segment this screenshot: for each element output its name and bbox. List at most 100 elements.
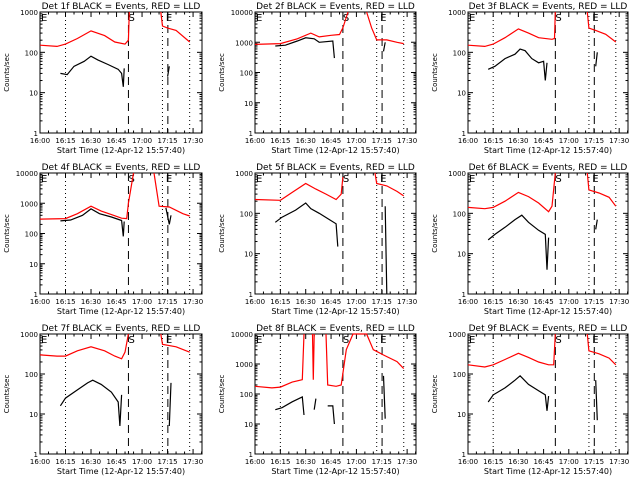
- x-tick-label: 16:15: [55, 137, 75, 145]
- series-lld: [254, 172, 405, 201]
- x-tick-label: 17:30: [397, 137, 417, 145]
- y-tick-label: 10000: [231, 9, 253, 17]
- marker-label-e: E: [380, 335, 386, 346]
- panel-det-1: Det 1f BLACK = Events, RED = LLD Counts/s…: [3, 2, 203, 155]
- x-axis-label: Start Time (12-Apr-12 15:57:40): [57, 307, 185, 316]
- y-tick-label: 10: [29, 411, 38, 419]
- y-tick-label: 1000: [20, 331, 38, 339]
- series-lld: [467, 11, 617, 48]
- x-axis-label: Start Time (12-Apr-12 15:57:40): [484, 467, 612, 476]
- marker-label-s: S: [555, 13, 561, 24]
- y-axis-label: Counts/sec: [3, 53, 11, 92]
- marker-label-e: E: [166, 174, 172, 185]
- panel-det-2: Det 2f BLACK = Events, RED = LLD Counts/s…: [218, 2, 417, 155]
- x-tick-label: 17:00: [132, 298, 152, 306]
- marker-label-e: E: [592, 13, 598, 24]
- x-tick-label: 16:00: [458, 458, 478, 466]
- marker-label-e: E: [469, 174, 475, 185]
- y-tick-label: 1000: [20, 200, 38, 208]
- x-tick-label: 16:00: [245, 458, 265, 466]
- marker-label-s: S: [128, 13, 134, 24]
- marker-label-e: E: [256, 335, 262, 346]
- x-tick-label: 17:15: [584, 298, 604, 306]
- y-axis-label: Counts/sec: [3, 214, 11, 253]
- marker-label-e: E: [380, 174, 386, 185]
- y-axis-label: Counts/sec: [431, 53, 439, 92]
- y-tick-label: 1: [462, 291, 466, 299]
- y-tick-label: 100: [25, 231, 38, 239]
- x-tick-label: 17:15: [157, 458, 177, 466]
- x-axis-label: Start Time (12-Apr-12 15:57:40): [271, 467, 399, 476]
- y-tick-label: 100: [25, 371, 38, 379]
- x-tick-label: 16:45: [533, 458, 553, 466]
- x-tick-label: 16:45: [533, 298, 553, 306]
- x-tick-label: 17:00: [346, 298, 366, 306]
- marker-label-e: E: [469, 335, 475, 346]
- y-tick-label: 10: [244, 100, 253, 108]
- x-tick-label: 17:30: [609, 298, 629, 306]
- marker-label-e: E: [380, 13, 386, 24]
- x-tick-label: 16:00: [30, 458, 50, 466]
- series-lld: [39, 11, 191, 48]
- y-tick-label: 100: [453, 371, 466, 379]
- plot-frame: [254, 333, 417, 455]
- panel-det-7: Det 7f BLACK = Events, RED = LLD Counts/s…: [3, 324, 203, 476]
- x-tick-label: 16:15: [270, 298, 290, 306]
- x-tick-label: 16:30: [296, 137, 316, 145]
- plot-frame: [254, 11, 417, 134]
- panel-det-5: Det 5f BLACK = Events, RED = LLD Counts/s…: [218, 163, 417, 316]
- chart-title: Det 6f BLACK = Events, RED = LLD: [469, 163, 628, 173]
- y-tick-label: 100: [240, 391, 253, 399]
- x-tick-label: 16:15: [270, 137, 290, 145]
- series-lld: [467, 172, 617, 213]
- series-events: [60, 55, 170, 87]
- marker-label-s: S: [128, 335, 134, 346]
- series-lld: [467, 333, 617, 368]
- x-tick-label: 17:30: [183, 458, 203, 466]
- chart-title: Det 7f BLACK = Events, RED = LLD: [42, 324, 201, 334]
- y-tick-label: 10: [29, 90, 38, 98]
- plot-frame: [467, 333, 629, 455]
- series-lld: [254, 11, 404, 45]
- x-tick-label: 17:30: [183, 137, 203, 145]
- y-tick-label: 1000: [235, 39, 253, 47]
- marker-label-e: E: [592, 174, 598, 185]
- x-tick-label: 17:15: [372, 458, 392, 466]
- x-tick-label: 17:15: [372, 298, 392, 306]
- x-tick-label: 16:30: [296, 298, 316, 306]
- marker-label-e: E: [469, 13, 475, 24]
- x-axis-label: Start Time (12-Apr-12 15:57:40): [57, 467, 185, 476]
- x-tick-label: 16:30: [296, 458, 316, 466]
- x-axis-label: Start Time (12-Apr-12 15:57:40): [484, 307, 612, 316]
- x-tick-label: 17:15: [372, 137, 392, 145]
- series-lld: [254, 333, 405, 389]
- plot-frame: [39, 172, 203, 295]
- chart-title: Det 8f BLACK = Events, RED = LLD: [256, 324, 415, 334]
- marker-label-s: S: [343, 174, 349, 185]
- x-tick-label: 17:15: [157, 137, 177, 145]
- marker-label-e: E: [166, 335, 172, 346]
- chart-title: Det 2f BLACK = Events, RED = LLD: [256, 2, 415, 12]
- y-tick-label: 1: [462, 130, 466, 138]
- y-tick-label: 10: [457, 411, 466, 419]
- y-axis-label: Counts/sec: [3, 375, 11, 414]
- x-tick-label: 17:30: [397, 458, 417, 466]
- y-tick-label: 1: [462, 451, 466, 459]
- panel-det-4: Det 4f BLACK = Events, RED = LLD Counts/s…: [3, 163, 203, 316]
- x-tick-label: 16:45: [106, 298, 126, 306]
- x-tick-label: 16:45: [106, 137, 126, 145]
- marker-label-e: E: [592, 335, 598, 346]
- y-tick-label: 1000: [448, 331, 466, 339]
- series-lld: [39, 333, 190, 360]
- marker-label-s: S: [555, 174, 561, 185]
- chart-title: Det 4f BLACK = Events, RED = LLD: [42, 163, 201, 173]
- marker-label-s: S: [343, 335, 349, 346]
- y-tick-label: 10: [457, 90, 466, 98]
- x-tick-label: 16:00: [458, 137, 478, 145]
- x-tick-label: 16:15: [483, 137, 503, 145]
- x-tick-label: 16:30: [81, 458, 101, 466]
- x-tick-label: 16:00: [30, 298, 50, 306]
- y-tick-label: 1000: [448, 9, 466, 17]
- x-axis-label: Start Time (12-Apr-12 15:57:40): [271, 307, 399, 316]
- marker-label-s: S: [128, 174, 134, 185]
